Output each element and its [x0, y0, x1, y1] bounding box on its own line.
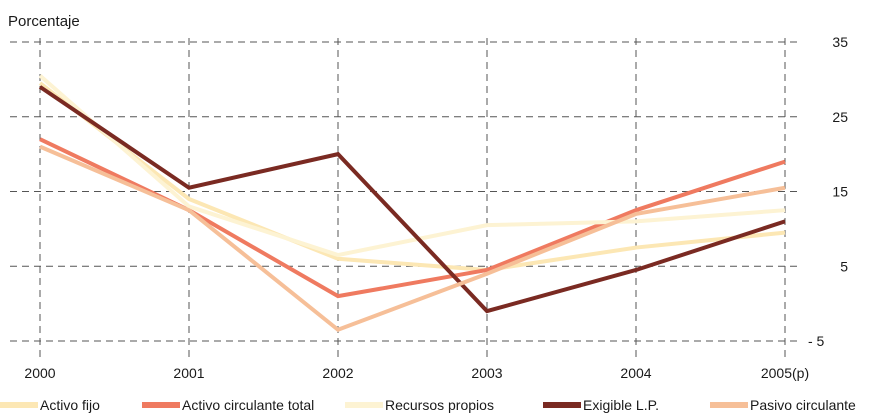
- legend: Activo fijo Activo circulante total Recurs…: [0, 397, 856, 413]
- legend-swatch-0: [0, 402, 38, 408]
- y-tick-label: 35: [832, 34, 848, 50]
- x-tick-label: 2004: [620, 365, 651, 381]
- legend-swatch-1: [142, 402, 180, 408]
- y-tick-labels: 35 25 15 5 - 5: [808, 34, 848, 349]
- y-tick-label: - 5: [808, 333, 825, 349]
- grid: [10, 38, 800, 359]
- x-tick-labels: 2000 2001 2002 2003 2004 2005(p): [24, 365, 809, 381]
- x-tick-label: 2003: [471, 365, 502, 381]
- series-line-2: [38, 74, 786, 258]
- legend-label-1: Activo circulante total: [182, 397, 314, 413]
- legend-label-2: Recursos propios: [385, 397, 494, 413]
- series-line-0: [38, 81, 786, 272]
- series-lines: [38, 74, 786, 333]
- series-line-3: [38, 85, 786, 314]
- legend-label-4: Pasivo circulante: [750, 397, 856, 413]
- legend-swatch-4: [710, 402, 748, 408]
- legend-swatch-3: [543, 402, 581, 408]
- y-axis-label: Porcentaje: [8, 13, 80, 30]
- x-tick-label: 2001: [173, 365, 204, 381]
- y-tick-label: 15: [832, 184, 848, 200]
- legend-label-3: Exigible L.P.: [583, 397, 659, 413]
- legend-swatch-2: [345, 402, 383, 408]
- y-tick-label: 25: [832, 109, 848, 125]
- x-tick-label: 2000: [24, 365, 55, 381]
- series-line-4: [39, 144, 786, 333]
- y-tick-label: 5: [840, 258, 848, 274]
- x-tick-label: 2002: [322, 365, 353, 381]
- legend-label-0: Activo fijo: [40, 397, 100, 413]
- x-tick-label: 2005(p): [761, 365, 809, 381]
